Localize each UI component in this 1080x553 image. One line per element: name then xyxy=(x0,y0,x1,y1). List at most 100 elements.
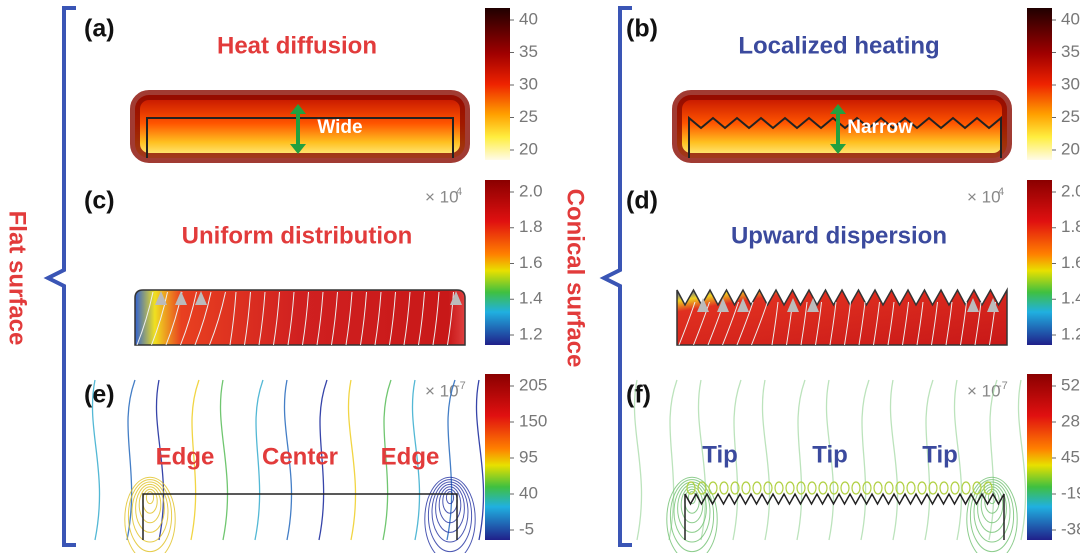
colorbar-label: 2.0 xyxy=(1061,181,1080,200)
tip-loop xyxy=(840,481,850,495)
annotation: Tip xyxy=(702,441,738,468)
panel-title: Uniform distribution xyxy=(182,222,413,249)
field-loop xyxy=(431,481,469,543)
tip-loop xyxy=(785,481,795,495)
flux-line xyxy=(974,301,982,346)
field-loop xyxy=(973,481,1011,543)
field-line xyxy=(446,379,456,541)
tip-loop xyxy=(730,481,740,495)
flux-line xyxy=(829,301,837,346)
flux-line xyxy=(374,291,382,346)
colorbar-label: 1.2 xyxy=(519,324,543,343)
field-loop xyxy=(966,476,1018,553)
colorbar-label: 30 xyxy=(1061,74,1080,93)
field-loop xyxy=(142,488,158,514)
panel-letter: (a) xyxy=(84,15,115,43)
flux-arrow xyxy=(787,298,799,312)
surface xyxy=(142,493,458,540)
flux-line xyxy=(960,301,967,346)
flux-line xyxy=(902,301,909,346)
colorbar xyxy=(1027,374,1052,540)
colorbar-label: 40 xyxy=(1061,9,1080,28)
flux-line xyxy=(447,291,454,346)
colorbar-label: -190 xyxy=(1061,483,1080,502)
field-line xyxy=(126,379,136,541)
field-line xyxy=(219,379,229,541)
colorbar-label: -380 xyxy=(1061,519,1080,538)
field-line xyxy=(283,379,293,541)
device xyxy=(134,289,466,346)
colorbar-label: 1.6 xyxy=(1061,253,1080,272)
tip-loop xyxy=(807,481,817,495)
flux-arrow xyxy=(450,291,462,305)
field-line xyxy=(732,379,742,541)
flux-line xyxy=(931,301,938,346)
panel-title: Localized heating xyxy=(738,32,939,59)
field-loop xyxy=(669,479,715,553)
colorbar-label: 280 xyxy=(1061,411,1080,430)
flux-line xyxy=(916,301,924,346)
colorbar xyxy=(485,8,510,160)
field-loop xyxy=(424,476,476,553)
flux-line xyxy=(389,291,396,346)
field-loop xyxy=(445,491,455,505)
flux-line xyxy=(693,301,710,346)
field-line xyxy=(697,379,707,541)
field-line xyxy=(91,379,101,541)
annotation: Center xyxy=(262,443,338,470)
tip-loop xyxy=(983,481,993,495)
field-line xyxy=(953,379,963,541)
tip-loop xyxy=(719,481,729,495)
flux-arrow xyxy=(967,298,979,312)
colorbar-label: 30 xyxy=(519,74,538,93)
flux-line xyxy=(887,301,895,346)
colorbar xyxy=(1027,180,1052,345)
tip-loop xyxy=(906,481,916,495)
tip-loop xyxy=(763,481,773,495)
colorbar xyxy=(485,374,510,540)
tip-loop xyxy=(708,481,718,495)
flux-line xyxy=(136,291,154,346)
annotation: Tip xyxy=(812,441,848,468)
tip-loop xyxy=(774,481,784,495)
field-loop xyxy=(131,481,169,543)
content: Flat surface Conical surface (a) Heat diffu… xyxy=(4,6,1080,553)
field-line xyxy=(475,379,485,541)
colorbar-label: 25 xyxy=(519,107,538,126)
colorbar-label: 1.6 xyxy=(519,253,543,272)
colorbar-label: 95 xyxy=(519,447,538,466)
tip-loop xyxy=(829,481,839,495)
annotation: Edge xyxy=(156,443,215,470)
flux-line xyxy=(736,301,754,346)
colorbar-label: 45 xyxy=(1061,447,1080,466)
colorbar-label: 1.4 xyxy=(1061,289,1080,308)
tip-loop xyxy=(686,481,696,495)
flux-line xyxy=(722,301,739,346)
field-line xyxy=(924,379,934,541)
colorbar-label: 20 xyxy=(519,139,538,158)
device-rim xyxy=(130,90,470,163)
field-line xyxy=(411,379,421,541)
colorbar-exponent: 4 xyxy=(456,186,462,198)
tip-loop xyxy=(939,481,949,495)
annotation: Tip xyxy=(922,441,958,468)
side-label: Flat surface xyxy=(4,211,31,346)
colorbar xyxy=(485,180,510,345)
panel-letter: (f) xyxy=(626,381,651,409)
field-line xyxy=(889,379,899,541)
flux-line xyxy=(194,291,212,346)
field-line xyxy=(155,379,165,541)
panel-letter: (e) xyxy=(84,381,115,409)
tip-loop xyxy=(873,481,883,495)
field-line xyxy=(988,379,998,541)
device-rim xyxy=(672,90,1012,163)
flux-line xyxy=(418,291,425,346)
field-loop xyxy=(138,486,162,524)
colorbar-label: 205 xyxy=(519,375,547,394)
flux-line xyxy=(945,301,953,346)
bracket xyxy=(43,6,76,547)
tip-loop xyxy=(917,481,927,495)
colorbar-exponent: -7 xyxy=(998,380,1008,392)
field-loop xyxy=(677,483,707,533)
